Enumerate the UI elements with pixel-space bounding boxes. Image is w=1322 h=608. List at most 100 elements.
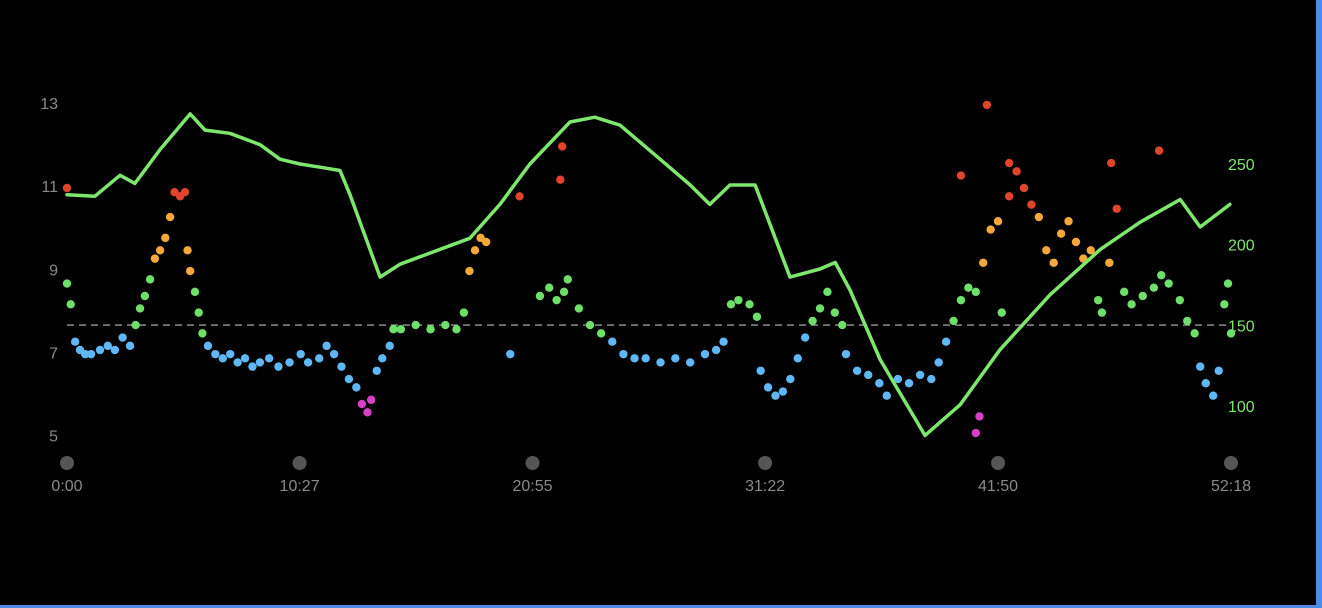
- data-point: [997, 308, 1006, 317]
- y2-tick-label: 200: [1228, 238, 1255, 255]
- data-point: [1086, 246, 1095, 255]
- data-point: [145, 275, 155, 284]
- data-point: [956, 295, 966, 305]
- data-point: [372, 366, 381, 375]
- data-point: [211, 349, 220, 359]
- data-point: [161, 233, 170, 243]
- data-point: [352, 383, 361, 392]
- data-point: [140, 291, 150, 301]
- data-point: [956, 171, 966, 180]
- data-point: [1149, 283, 1159, 292]
- data-point: [1056, 229, 1066, 238]
- data-point: [285, 358, 294, 367]
- data-point: [264, 354, 274, 363]
- data-point: [80, 349, 90, 359]
- y-tick-label: 9: [49, 262, 58, 279]
- data-point: [86, 349, 96, 359]
- data-point: [630, 354, 639, 363]
- data-point: [719, 337, 728, 346]
- data-point: [62, 183, 72, 193]
- data-point: [778, 387, 788, 396]
- data-point: [971, 428, 980, 438]
- data-point: [190, 287, 200, 297]
- data-point: [756, 366, 765, 375]
- data-point: [1214, 366, 1223, 375]
- data-point: [700, 349, 710, 359]
- data-point: [183, 246, 192, 255]
- data-point: [255, 358, 265, 367]
- data-point: [619, 349, 628, 359]
- data-point: [378, 354, 387, 363]
- data-point: [131, 320, 140, 330]
- data-point: [226, 349, 235, 359]
- data-point: [808, 316, 817, 326]
- data-point: [1106, 158, 1116, 168]
- data-point: [656, 358, 665, 367]
- data-point: [964, 283, 973, 292]
- data-point: [1042, 246, 1051, 255]
- data-point: [194, 308, 203, 317]
- data-point: [296, 349, 305, 359]
- data-point: [1175, 295, 1185, 305]
- data-point: [545, 283, 554, 292]
- data-point: [218, 354, 227, 363]
- data-point: [1112, 204, 1121, 213]
- data-point: [830, 308, 840, 317]
- data-point: [135, 304, 145, 313]
- data-point: [838, 320, 847, 330]
- data-point: [185, 266, 195, 276]
- data-point: [1183, 316, 1192, 326]
- data-point: [841, 349, 851, 359]
- data-point: [322, 341, 331, 351]
- data-point: [1196, 362, 1205, 371]
- y2-tick-label: 100: [1228, 399, 1255, 416]
- x-tick-label: 31:22: [745, 478, 785, 495]
- data-point: [1064, 217, 1073, 226]
- data-point: [411, 320, 420, 330]
- data-point: [1208, 391, 1218, 400]
- data-point: [125, 341, 135, 351]
- data-point: [893, 374, 903, 384]
- x-tick-dot: [758, 456, 773, 470]
- x-tick-dot: [1224, 456, 1238, 470]
- data-point: [1094, 295, 1103, 305]
- data-point: [934, 358, 943, 367]
- data-point: [971, 287, 980, 297]
- data-point: [711, 345, 721, 355]
- data-point: [165, 212, 175, 222]
- x-tick-dot: [991, 456, 1006, 470]
- data-point: [344, 374, 354, 384]
- data-point: [274, 362, 283, 371]
- data-point: [563, 275, 572, 284]
- data-point: [585, 320, 595, 330]
- data-point: [915, 370, 925, 380]
- data-point: [452, 325, 461, 334]
- data-point: [465, 266, 474, 276]
- data-point: [1097, 308, 1107, 317]
- data-point: [70, 337, 80, 346]
- data-point: [1004, 192, 1014, 201]
- data-point: [949, 316, 958, 326]
- data-point: [1027, 200, 1036, 209]
- data-point: [556, 175, 565, 184]
- data-point: [559, 287, 569, 297]
- data-point: [315, 354, 324, 363]
- data-point: [574, 304, 584, 313]
- y-tick-label: 13: [40, 96, 58, 113]
- data-point: [734, 295, 743, 305]
- data-point: [118, 333, 127, 342]
- data-point: [823, 287, 832, 297]
- data-point: [180, 187, 190, 197]
- data-point: [745, 300, 754, 309]
- data-point: [515, 192, 524, 201]
- data-point: [470, 246, 480, 255]
- data-point: [941, 337, 951, 346]
- data-point: [95, 345, 105, 355]
- data-point: [248, 362, 257, 371]
- data-point: [927, 374, 936, 384]
- x-tick-dot: [292, 456, 307, 470]
- data-point: [363, 408, 372, 417]
- data-point: [979, 258, 988, 267]
- data-point: [240, 354, 250, 363]
